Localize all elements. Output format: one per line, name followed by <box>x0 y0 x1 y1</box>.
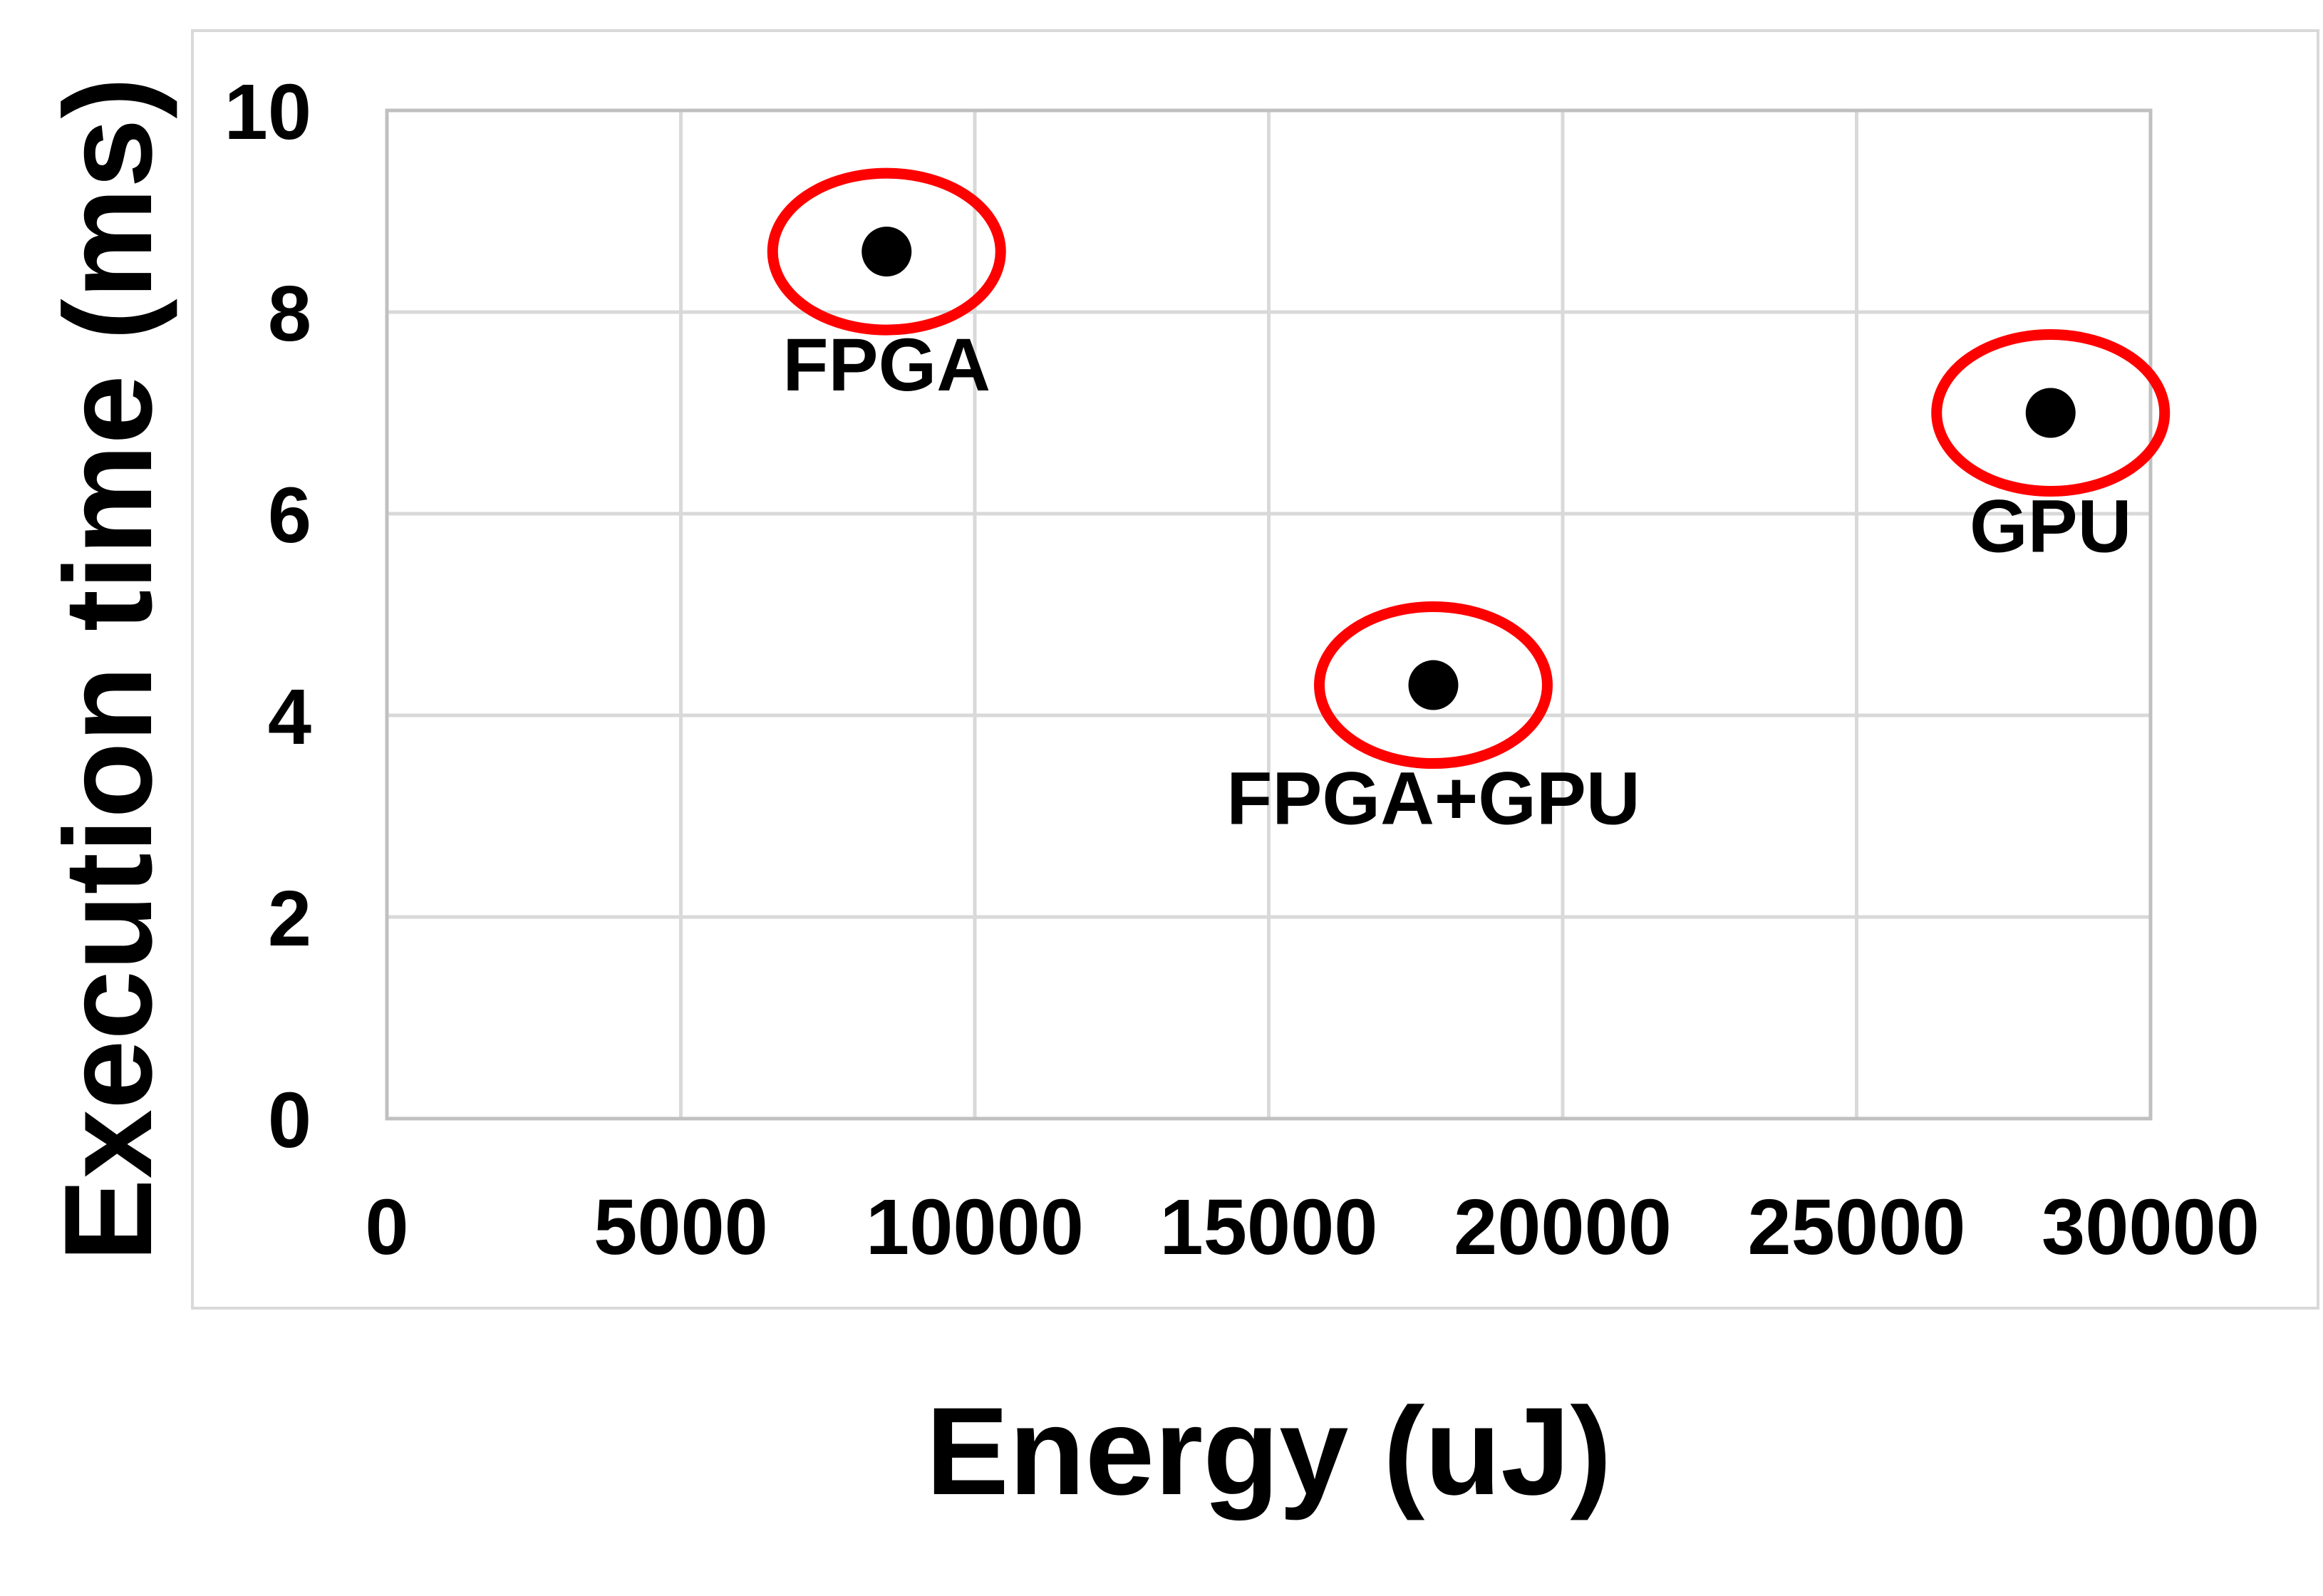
x-tick-label-5000: 5000 <box>594 1183 768 1271</box>
plot-area-border <box>385 108 2153 1121</box>
x-tick-label-30000: 30000 <box>2042 1183 2260 1271</box>
point-label-FPGA+GPU: FPGA+GPU <box>1226 757 1640 841</box>
y-tick-label-8: 8 <box>268 270 311 358</box>
data-point-FPGA <box>862 227 912 277</box>
y-tick-label-10: 10 <box>224 68 311 156</box>
point-label-GPU: GPU <box>1970 485 2132 569</box>
highlight-ellipse-FPGA <box>767 167 1006 336</box>
point-label-FPGA: FPGA <box>782 323 990 407</box>
highlight-ellipse-GPU <box>1931 329 2171 497</box>
y-tick-label-0: 0 <box>268 1077 311 1164</box>
x-tick-label-20000: 20000 <box>1454 1183 1672 1271</box>
data-point-FPGA+GPU <box>1408 660 1459 710</box>
x-tick-label-25000: 25000 <box>1748 1183 1966 1271</box>
highlight-ellipse-FPGA+GPU <box>1314 601 1553 770</box>
y-tick-label-4: 4 <box>268 673 311 761</box>
x-tick-label-15000: 15000 <box>1160 1183 1378 1271</box>
x-tick-label-10000: 10000 <box>866 1183 1084 1271</box>
y-tick-label-2: 2 <box>268 875 311 963</box>
data-point-GPU <box>2025 388 2076 438</box>
x-tick-label-0: 0 <box>365 1183 408 1271</box>
chart-frame <box>191 29 2319 1310</box>
y-tick-label-6: 6 <box>268 472 311 559</box>
